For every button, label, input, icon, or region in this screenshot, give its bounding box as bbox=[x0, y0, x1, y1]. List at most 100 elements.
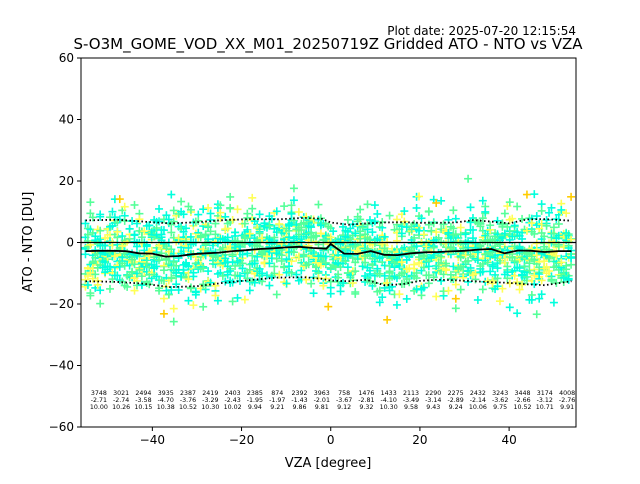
scatter-point bbox=[478, 267, 487, 276]
scatter-point bbox=[486, 267, 495, 276]
scatter-point bbox=[365, 266, 374, 275]
scatter-point bbox=[287, 209, 296, 218]
scatter-point bbox=[547, 203, 556, 212]
scatter-point bbox=[226, 242, 235, 251]
scatter-point bbox=[297, 237, 306, 246]
scatter-point bbox=[424, 207, 433, 216]
scatter-point bbox=[135, 266, 144, 275]
scatter-point bbox=[155, 217, 164, 226]
scatter-point bbox=[226, 192, 235, 201]
scatter-point bbox=[285, 262, 294, 271]
scatter-point bbox=[240, 295, 249, 304]
scatter-point bbox=[289, 196, 298, 205]
bin-mean-label: -3.12 bbox=[537, 397, 553, 404]
scatter-point bbox=[137, 281, 146, 290]
y-tick-label: −60 bbox=[49, 420, 74, 434]
scatter-point bbox=[248, 251, 257, 260]
scatter-point bbox=[424, 262, 433, 271]
bin-mean-label: -1.97 bbox=[269, 397, 285, 404]
x-tick-label: −40 bbox=[140, 433, 165, 447]
scatter-point bbox=[248, 193, 257, 202]
bin-std-label: 10.30 bbox=[201, 404, 219, 411]
scatter-point bbox=[226, 204, 235, 213]
bin-count-label: 4008 bbox=[559, 390, 575, 397]
scatter-point bbox=[275, 219, 284, 228]
scatter-point bbox=[159, 226, 168, 235]
scatter-point bbox=[96, 235, 105, 244]
scatter-point bbox=[130, 286, 139, 295]
mean-line bbox=[85, 242, 572, 258]
scatter-point bbox=[86, 198, 95, 207]
scatter-point bbox=[383, 278, 392, 287]
scatter-point bbox=[564, 274, 573, 283]
scatter-point bbox=[361, 258, 370, 267]
scatter-point bbox=[495, 297, 504, 306]
scatter-point bbox=[204, 222, 213, 231]
scatter-point bbox=[515, 264, 524, 273]
bin-std-label: 10.38 bbox=[157, 404, 175, 411]
bin-count-label: 2403 bbox=[225, 390, 241, 397]
bin-count-label: 758 bbox=[338, 390, 350, 397]
scatter-point bbox=[542, 221, 551, 230]
scatter-point bbox=[363, 220, 372, 229]
bin-std-label: 10.06 bbox=[469, 404, 487, 411]
scatter-point bbox=[155, 284, 164, 293]
scatter-point bbox=[527, 219, 536, 228]
scatter-point bbox=[456, 285, 465, 294]
scatter-point bbox=[419, 263, 428, 272]
scatter-point bbox=[410, 233, 419, 242]
scatter-point bbox=[88, 274, 97, 283]
x-tick-label: 40 bbox=[501, 433, 516, 447]
scatter-point bbox=[312, 231, 321, 240]
scatter-point bbox=[289, 184, 298, 193]
bin-count-label: 2385 bbox=[247, 390, 263, 397]
scatter-point bbox=[488, 279, 497, 288]
scatter-point bbox=[167, 245, 176, 254]
scatter-point bbox=[552, 251, 561, 260]
scatter-point bbox=[211, 230, 220, 239]
scatter-point bbox=[429, 273, 438, 282]
bin-count-label: 3243 bbox=[492, 390, 508, 397]
bin-std-label: 9.12 bbox=[337, 404, 351, 411]
scatter-point bbox=[567, 254, 576, 263]
scatter-point bbox=[319, 281, 328, 290]
std-lower-line bbox=[85, 276, 572, 289]
scatter-point bbox=[542, 262, 551, 271]
scatter-point bbox=[272, 290, 281, 299]
scatter-point bbox=[380, 271, 389, 280]
scatter-point bbox=[341, 244, 350, 253]
scatter-point bbox=[473, 256, 482, 265]
scatter-point bbox=[505, 303, 514, 312]
scatter-point bbox=[226, 266, 235, 275]
scatter-point bbox=[287, 201, 296, 210]
scatter-point bbox=[211, 219, 220, 228]
scatter-point bbox=[233, 293, 242, 302]
scatter-point bbox=[130, 230, 139, 239]
scatter-point bbox=[518, 280, 527, 289]
bin-count-label: 2387 bbox=[180, 390, 196, 397]
scatter-point bbox=[392, 300, 401, 309]
scatter-point bbox=[137, 233, 146, 242]
scatter-point bbox=[169, 317, 178, 326]
scatter-point bbox=[137, 272, 146, 281]
scatter-point bbox=[145, 221, 154, 230]
bin-mean-label: -2.74 bbox=[113, 397, 129, 404]
scatter-point bbox=[557, 258, 566, 267]
scatter-point bbox=[424, 279, 433, 288]
scatter-point bbox=[189, 272, 198, 281]
scatter-point bbox=[275, 270, 284, 279]
scatter-point bbox=[255, 210, 264, 219]
y-tick-label: −40 bbox=[49, 359, 74, 373]
scatter-point bbox=[385, 211, 394, 220]
scatter-point bbox=[162, 211, 171, 220]
x-axis-label: VZA [degree] bbox=[285, 456, 372, 471]
scatter-point bbox=[464, 277, 473, 286]
bin-mean-label: -2.71 bbox=[91, 397, 107, 404]
scatter-point bbox=[285, 233, 294, 242]
scatter-point bbox=[91, 232, 100, 241]
scatter-point bbox=[135, 215, 144, 224]
scatter-point bbox=[464, 256, 473, 265]
scatter-point bbox=[545, 254, 554, 263]
scatter-point bbox=[120, 202, 129, 211]
